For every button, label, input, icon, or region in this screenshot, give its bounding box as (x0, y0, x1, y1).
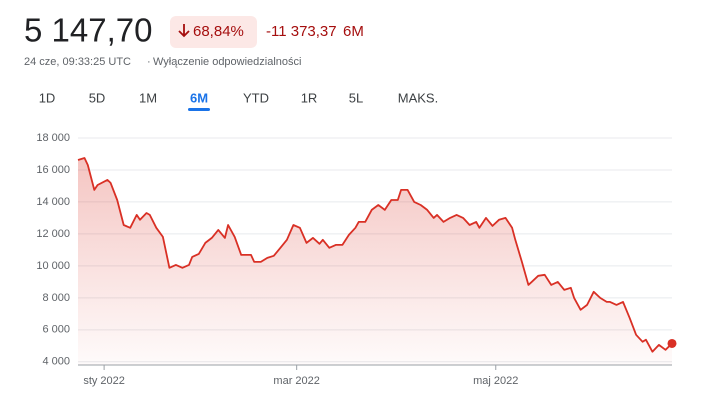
range-tab[interactable]: 5D (89, 90, 106, 105)
range-tab[interactable]: YTD (243, 90, 269, 105)
change-period: 6M (343, 23, 364, 40)
active-tab-underline (188, 108, 210, 111)
last-point (667, 338, 677, 348)
range-tab[interactable]: 1M (139, 90, 157, 105)
y-tick-label: 6 000 (42, 324, 70, 336)
down-arrow-icon (178, 24, 190, 38)
change-badge (170, 16, 257, 48)
y-tick-label: 4 000 (42, 356, 70, 368)
y-tick-label: 14 000 (36, 196, 70, 208)
y-tick-label: 10 000 (36, 260, 70, 272)
y-tick-label: 12 000 (36, 228, 70, 240)
price: 5 147,70 (24, 12, 152, 49)
range-tab[interactable]: 1R (301, 90, 318, 105)
x-tick-label: sty 2022 (83, 375, 125, 387)
timestamp: 24 cze, 09:33:25 UTC (24, 56, 131, 68)
y-tick-label: 16 000 (36, 164, 70, 176)
range-tab[interactable]: 5L (349, 90, 363, 105)
change-percent: 68,84% (193, 23, 244, 40)
range-tab[interactable]: MAKS. (398, 90, 438, 105)
y-tick-label: 18 000 (36, 132, 70, 144)
change-absolute: -11 373,37 (266, 23, 337, 40)
separator: · (147, 56, 151, 68)
range-tab[interactable]: 1D (39, 90, 56, 105)
x-tick-label: maj 2022 (473, 375, 518, 387)
disclaimer-link[interactable]: Wyłączenie odpowiedzialności (153, 56, 301, 68)
y-tick-label: 8 000 (42, 292, 70, 304)
price-line (77, 157, 673, 353)
x-tick-label: mar 2022 (273, 375, 319, 387)
area-fill (78, 158, 672, 365)
range-tab[interactable]: 6M (190, 90, 208, 105)
